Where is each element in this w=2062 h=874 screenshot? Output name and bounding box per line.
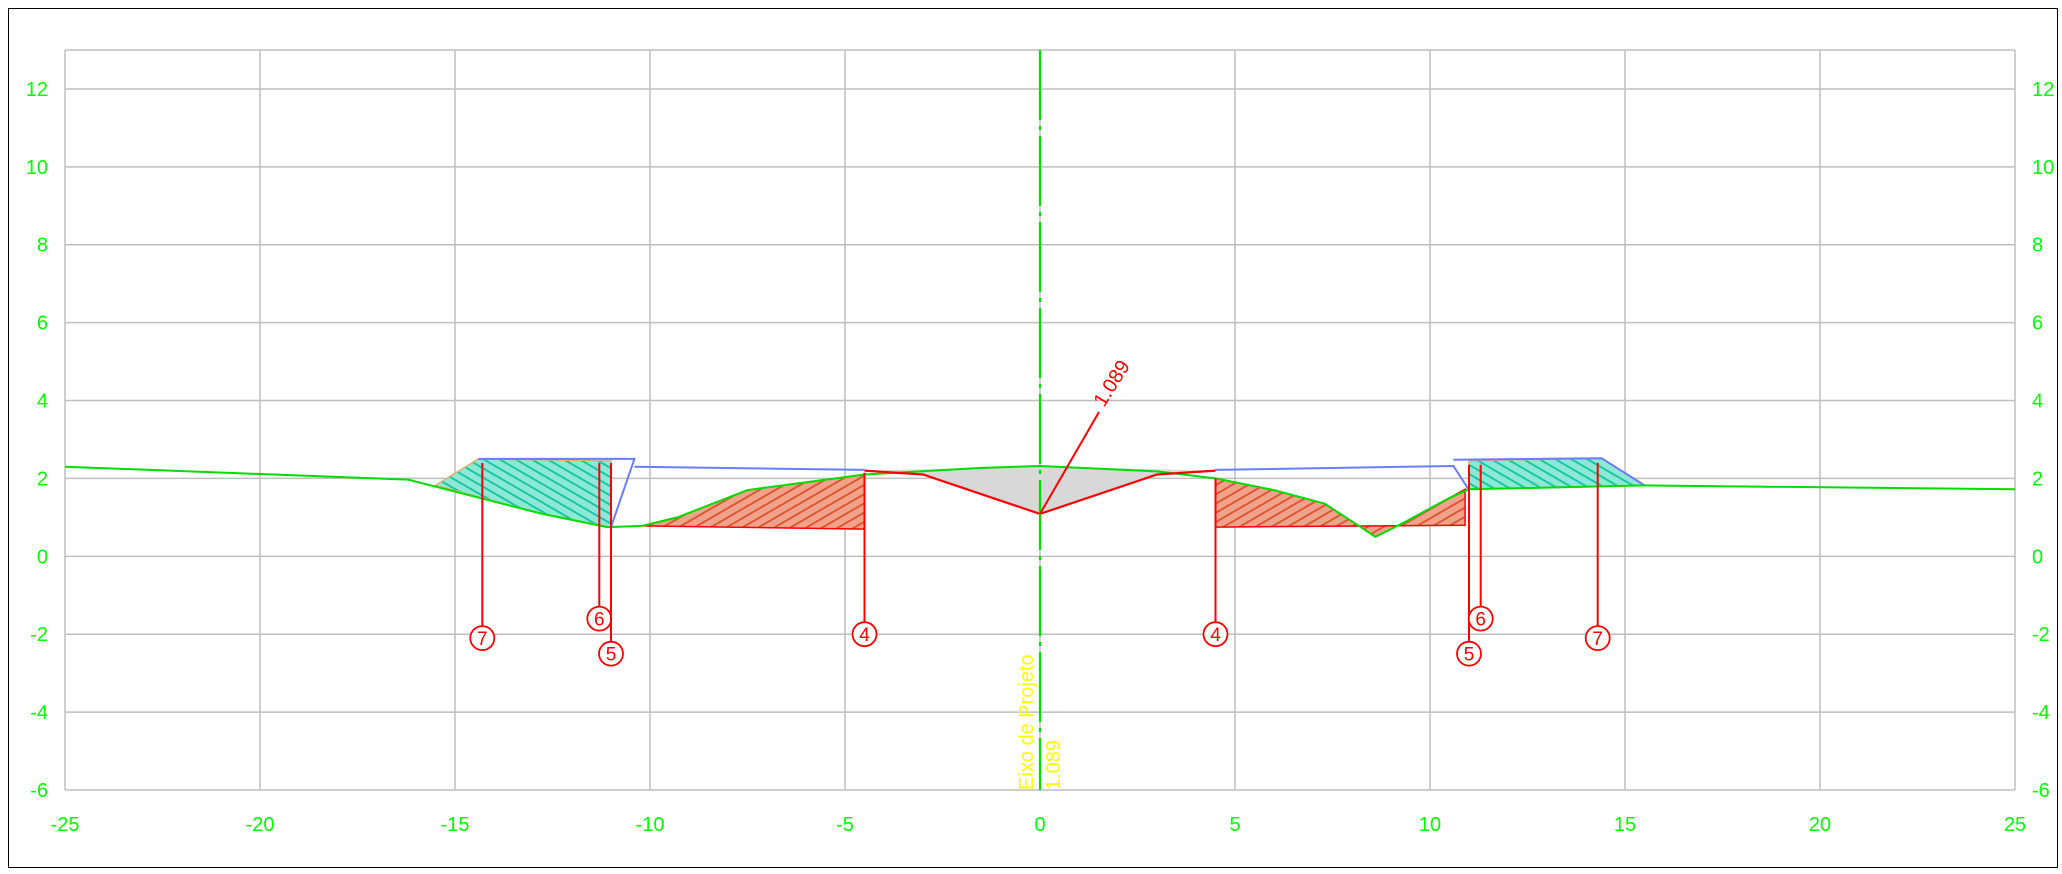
- x-tick-label: -20: [246, 814, 275, 836]
- y-tick-label-left: 6: [37, 313, 48, 335]
- station-label: 7: [477, 629, 488, 650]
- x-tick-label: -15: [441, 814, 470, 836]
- x-tick-label: 25: [2004, 814, 2026, 836]
- x-tick-label: -5: [836, 814, 854, 836]
- y-tick-label-right: 2: [2032, 468, 2043, 490]
- cut-region-left: [642, 475, 864, 530]
- x-tick-label: 0: [1034, 814, 1045, 836]
- y-tick-label-right: 6: [2032, 313, 2043, 335]
- y-tick-label-left: 0: [37, 546, 48, 568]
- y-tick-label-left: -2: [30, 624, 48, 646]
- y-tick-label-right: 4: [2032, 391, 2043, 413]
- fill-region-right: [1469, 458, 1645, 489]
- reference-line: [634, 467, 864, 470]
- station-label: 7: [1592, 629, 1603, 650]
- station-label: 6: [1475, 610, 1486, 631]
- station-label: 6: [594, 610, 605, 631]
- y-tick-label-right: -4: [2032, 702, 2050, 724]
- y-tick-label-left: -4: [30, 702, 48, 724]
- station-label: 4: [1210, 625, 1221, 646]
- cut-region-right: [1216, 478, 1466, 536]
- y-tick-label-right: 0: [2032, 546, 2043, 568]
- y-tick-label-left: 12: [26, 79, 48, 101]
- station-label: 4: [859, 625, 870, 646]
- y-tick-label-right: 12: [2032, 79, 2054, 101]
- y-tick-label-left: -6: [30, 780, 48, 802]
- x-tick-label: -10: [636, 814, 665, 836]
- y-tick-label-right: -6: [2032, 780, 2050, 802]
- y-tick-label-left: 2: [37, 468, 48, 490]
- station-label: 5: [1464, 645, 1475, 666]
- y-tick-label-right: -2: [2032, 624, 2050, 646]
- y-tick-label-right: 10: [2032, 157, 2054, 179]
- x-tick-label: 20: [1809, 814, 1831, 836]
- station-label: 5: [606, 645, 617, 666]
- center-elevation-label: 1.089: [1090, 357, 1135, 411]
- x-tick-label: 10: [1419, 814, 1441, 836]
- y-tick-label-left: 4: [37, 391, 48, 413]
- x-tick-label: 15: [1614, 814, 1636, 836]
- x-tick-label: 5: [1229, 814, 1240, 836]
- y-tick-label-right: 8: [2032, 235, 2043, 257]
- x-tick-label: -25: [51, 814, 80, 836]
- profile-lines: [65, 50, 2015, 790]
- y-tick-label-left: 8: [37, 235, 48, 257]
- axis-label: Eixo de Projeto: [1016, 654, 1038, 790]
- y-tick-label-left: 10: [26, 157, 48, 179]
- axis-value-label: 1.089: [1043, 740, 1065, 790]
